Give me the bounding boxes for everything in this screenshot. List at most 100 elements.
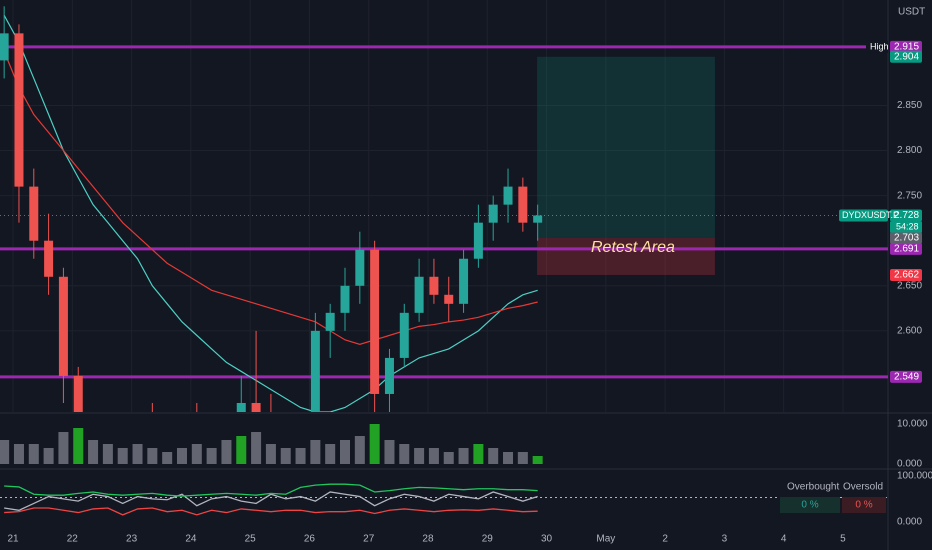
volume-pane bbox=[0, 424, 543, 464]
price-label-bg bbox=[890, 50, 922, 63]
candle-body bbox=[399, 312, 409, 358]
x-tick-label: 24 bbox=[185, 534, 197, 545]
moving-average bbox=[3, 51, 538, 346]
osc-tick-label: 100.000 bbox=[897, 471, 932, 482]
price-label-bg bbox=[890, 370, 922, 383]
x-tick-label: 26 bbox=[304, 534, 316, 545]
volume-bar bbox=[369, 424, 380, 464]
oversold-value: 0 % bbox=[855, 500, 872, 511]
moving-average bbox=[3, 15, 538, 412]
axes: 21 22 23 24 25 26 27 28 29 30 May 2 3 4 52.6002.6502.7… bbox=[7, 40, 932, 545]
price-label-bg bbox=[890, 242, 922, 255]
volume-bar bbox=[414, 448, 425, 464]
volume-bar bbox=[310, 440, 321, 464]
overbought-box bbox=[780, 497, 840, 513]
price-label: 2.904 bbox=[894, 51, 919, 62]
candle-body bbox=[473, 222, 483, 259]
volume-bar bbox=[162, 452, 173, 464]
countdown-bg bbox=[890, 221, 922, 233]
symbol-tag-bg bbox=[839, 209, 888, 222]
x-tick-label: 4 bbox=[781, 534, 787, 545]
candle-body bbox=[503, 186, 513, 205]
volume-bar bbox=[325, 444, 336, 464]
x-tick-label: May bbox=[596, 534, 615, 545]
volume-bar bbox=[0, 440, 10, 464]
candle-body bbox=[251, 402, 261, 412]
symbol-tag: DYDXUSDT.P bbox=[842, 210, 899, 220]
price-pane: Retest Area bbox=[0, 0, 888, 412]
volume-tick-label: 0.000 bbox=[897, 459, 922, 470]
candle-body bbox=[488, 204, 498, 223]
high-tag: High bbox=[870, 41, 889, 51]
osc-line bbox=[4, 507, 538, 516]
x-tick-label: 2 bbox=[662, 534, 668, 545]
volume-bar bbox=[43, 448, 54, 464]
price-label: 2.662 bbox=[894, 270, 919, 281]
volume-bar bbox=[132, 444, 143, 464]
price-label: 2.728 bbox=[894, 210, 919, 221]
volume-bar bbox=[458, 448, 469, 464]
candle-body bbox=[444, 294, 454, 304]
target-zone bbox=[537, 56, 715, 239]
volume-bar bbox=[399, 444, 410, 464]
volume-bar bbox=[340, 440, 351, 464]
candle-body bbox=[236, 402, 246, 412]
volume-bar bbox=[28, 444, 39, 464]
price-label-bg bbox=[890, 268, 922, 281]
volume-bar bbox=[73, 428, 84, 464]
candle-body bbox=[429, 276, 439, 295]
volume-bar bbox=[517, 452, 528, 464]
volume-bar bbox=[102, 444, 113, 464]
volume-bar bbox=[295, 448, 306, 464]
countdown: 54:28 bbox=[896, 221, 919, 231]
candle-body bbox=[14, 33, 24, 187]
overbought-value: 0 % bbox=[801, 500, 818, 511]
candle-body bbox=[73, 375, 83, 412]
osc-line bbox=[4, 483, 538, 497]
x-tick-label: 5 bbox=[840, 534, 846, 545]
unit-label: USDT bbox=[898, 7, 925, 18]
overbought-label: Overbought bbox=[787, 482, 839, 493]
x-tick-label: 22 bbox=[67, 534, 79, 545]
volume-bar bbox=[236, 436, 247, 464]
candle-body bbox=[58, 276, 68, 376]
candle-body bbox=[44, 240, 54, 277]
volume-bar bbox=[13, 444, 24, 464]
candle-body bbox=[29, 186, 39, 241]
y-tick-label: 2.850 bbox=[897, 100, 922, 111]
candle-body bbox=[384, 357, 394, 394]
volume-tick-label: 10.000 bbox=[897, 419, 928, 430]
oversold-box bbox=[842, 497, 886, 513]
candle-body bbox=[459, 258, 469, 304]
price-label-bg bbox=[890, 40, 922, 53]
x-tick-label: 23 bbox=[126, 534, 138, 545]
x-tick-label: 21 bbox=[7, 534, 19, 545]
volume-bar bbox=[117, 448, 128, 464]
x-tick-label: 30 bbox=[541, 534, 553, 545]
price-label: 2.549 bbox=[894, 371, 919, 382]
candle-body bbox=[370, 249, 380, 394]
candle-body bbox=[0, 33, 9, 61]
price-label-bg bbox=[890, 209, 922, 222]
price-label-bg bbox=[890, 232, 922, 245]
volume-bar bbox=[354, 436, 365, 464]
volume-bar bbox=[384, 440, 395, 464]
volume-bar bbox=[88, 440, 99, 464]
candle-body bbox=[533, 215, 543, 223]
y-tick-label: 2.600 bbox=[897, 326, 922, 337]
volume-bar bbox=[251, 432, 262, 464]
x-tick-label: 29 bbox=[482, 534, 494, 545]
x-tick-label: 28 bbox=[422, 534, 434, 545]
candle-body bbox=[310, 330, 320, 412]
price-label: 2.691 bbox=[894, 243, 919, 254]
volume-bar bbox=[191, 444, 202, 464]
volume-bar bbox=[176, 448, 187, 464]
stop-zone bbox=[537, 238, 715, 275]
volume-bar bbox=[532, 456, 543, 464]
x-tick-label: 3 bbox=[722, 534, 728, 545]
candle-body bbox=[518, 186, 528, 223]
candle-body bbox=[325, 312, 335, 331]
price-label: 2.915 bbox=[894, 42, 919, 53]
